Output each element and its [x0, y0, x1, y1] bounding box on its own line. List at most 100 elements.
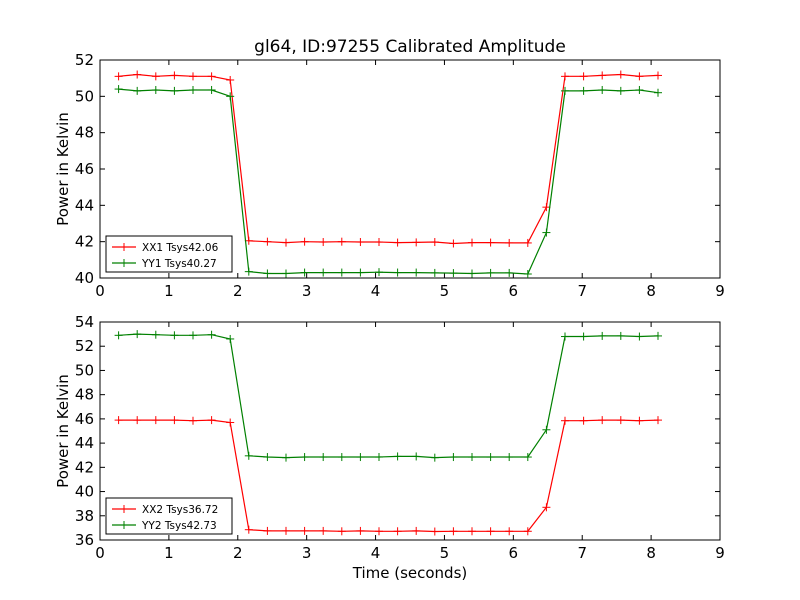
data-point — [579, 86, 588, 95]
data-point — [561, 332, 569, 341]
data-point — [226, 92, 235, 101]
data-point — [189, 72, 197, 81]
data-point — [151, 330, 160, 339]
legend-label: YY2 Tsys42.73 — [141, 520, 217, 532]
data-point — [170, 86, 179, 95]
data-point — [337, 268, 346, 277]
y-tick-label: 54 — [75, 313, 94, 331]
data-point — [468, 453, 476, 462]
data-point — [449, 527, 458, 536]
data-point — [542, 425, 551, 434]
legend-item: YY1 Tsys40.27 — [112, 258, 217, 270]
y-tick-label: 52 — [75, 337, 94, 355]
data-point — [412, 526, 421, 535]
data-point — [430, 238, 439, 247]
data-point — [654, 88, 662, 97]
data-point — [449, 239, 458, 248]
x-tick-label: 0 — [95, 282, 105, 300]
data-point — [412, 238, 421, 247]
data-point — [579, 332, 588, 341]
data-point — [375, 268, 383, 277]
data-point — [375, 527, 383, 536]
data-point — [170, 71, 179, 80]
data-point — [635, 416, 644, 425]
data-point — [654, 331, 662, 340]
data-point — [523, 238, 532, 247]
data-point — [598, 331, 607, 340]
data-point — [114, 416, 123, 425]
data-point — [207, 85, 216, 94]
series-1 — [114, 416, 662, 536]
data-point — [337, 237, 346, 246]
data-point — [486, 453, 495, 462]
data-point — [300, 526, 309, 535]
data-point — [449, 269, 458, 278]
data-point — [486, 238, 495, 247]
data-point — [505, 527, 514, 536]
data-point — [300, 453, 309, 462]
y-tick-label: 50 — [75, 361, 94, 379]
data-point — [449, 453, 458, 462]
y-tick-label: 42 — [75, 458, 94, 476]
series-2 — [114, 330, 662, 462]
y-axis-label: Power in Kelvin — [54, 112, 72, 226]
y-tick-label: 42 — [75, 233, 94, 251]
x-tick-label: 8 — [646, 282, 656, 300]
data-point — [207, 72, 216, 81]
data-point — [542, 228, 551, 237]
data-point — [635, 85, 644, 94]
x-tick-label: 5 — [440, 282, 450, 300]
data-point — [616, 416, 625, 425]
data-point — [282, 453, 290, 462]
y-tick-label: 48 — [75, 386, 94, 404]
legend-item: XX1 Tsys42.06 — [112, 242, 219, 254]
x-tick-label: 2 — [233, 282, 243, 300]
legend-label: XX1 Tsys42.06 — [142, 242, 219, 254]
data-point — [226, 418, 235, 427]
data-point — [412, 452, 421, 461]
data-point — [598, 71, 607, 80]
data-point — [375, 238, 383, 247]
data-point — [282, 526, 290, 535]
data-point — [468, 269, 476, 278]
data-point — [337, 527, 346, 536]
x-tick-label: 8 — [646, 544, 656, 562]
x-tick-label: 9 — [715, 282, 725, 300]
data-point — [375, 453, 383, 462]
data-point — [505, 238, 514, 247]
y-tick-label: 46 — [75, 410, 94, 428]
data-point — [244, 236, 253, 245]
data-point — [319, 453, 328, 462]
legend-label: XX2 Tsys36.72 — [142, 504, 218, 516]
data-point — [337, 453, 346, 462]
data-point — [151, 416, 160, 425]
data-point — [282, 238, 290, 247]
data-point — [189, 331, 197, 340]
x-axis-label: Time (seconds) — [352, 564, 468, 582]
x-tick-label: 1 — [164, 282, 174, 300]
data-point — [244, 267, 253, 276]
data-point — [226, 75, 235, 84]
data-point — [114, 331, 123, 340]
data-point — [412, 268, 421, 277]
data-point — [133, 416, 142, 425]
data-point — [151, 85, 160, 94]
data-point — [542, 203, 551, 212]
x-tick-label: 7 — [577, 544, 587, 562]
data-point — [170, 331, 179, 340]
data-point — [244, 525, 253, 534]
data-point — [300, 268, 309, 277]
data-point — [616, 86, 625, 95]
data-point — [356, 238, 365, 247]
data-point — [616, 70, 625, 79]
data-point — [616, 331, 625, 340]
data-point — [579, 416, 588, 425]
x-tick-label: 4 — [371, 544, 381, 562]
data-point — [486, 527, 495, 536]
x-tick-label: 0 — [95, 544, 105, 562]
data-point — [393, 452, 402, 461]
y-tick-label: 52 — [75, 51, 94, 69]
y-tick-label: 40 — [75, 483, 94, 501]
data-point — [319, 526, 328, 535]
